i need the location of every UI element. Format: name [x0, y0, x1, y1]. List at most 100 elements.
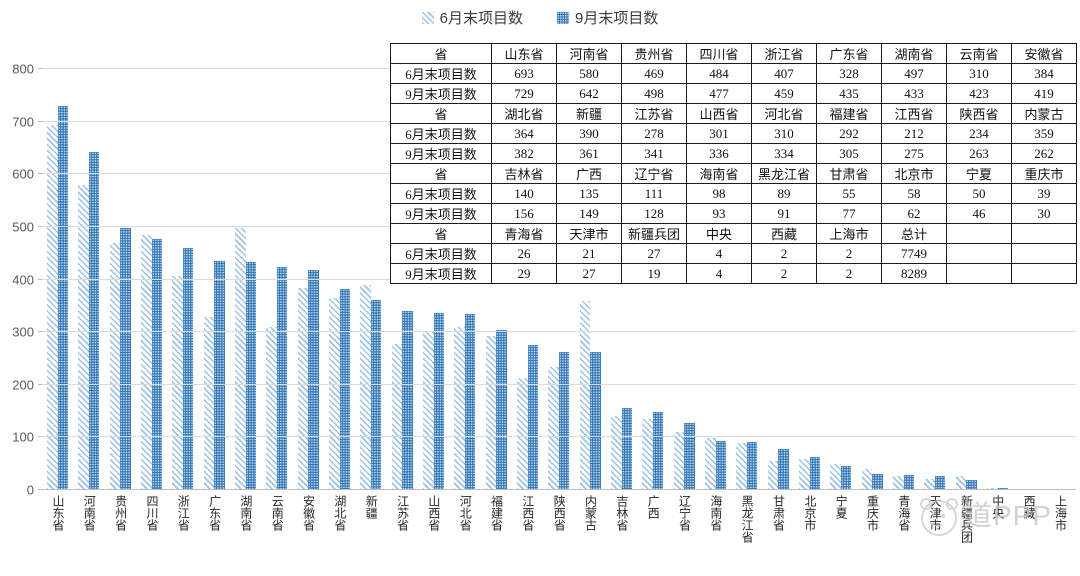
table-value-cell: 93 [686, 203, 752, 224]
september-bar [464, 314, 476, 490]
x-axis-category-text: 江西省 [520, 495, 535, 531]
x-axis-category-label: 浙江省 [167, 495, 198, 543]
table-value-cell: 27 [621, 243, 687, 264]
table-value-cell: 7749 [881, 243, 947, 264]
y-axis-tick [38, 278, 42, 280]
table-value-cell: 2 [751, 263, 817, 284]
bar-group [543, 69, 574, 490]
table-value-cell: 新疆兵团 [621, 223, 687, 244]
x-axis-category-text: 福建省 [489, 495, 504, 531]
table-value-cell: 390 [556, 123, 622, 144]
june-bar [141, 235, 152, 490]
september-bar [402, 310, 413, 490]
table-row: 9月末项目数 382 361 341 336 334 305 275 263 262 [390, 143, 1077, 164]
table-row-header-cell: 省 [390, 163, 492, 184]
september-bar [684, 422, 695, 490]
table-value-cell: 河北省 [751, 103, 817, 124]
table-value-cell: 263 [946, 143, 1012, 164]
table-value-cell: 334 [751, 143, 817, 164]
table-value-cell: 278 [621, 123, 687, 144]
table-value-cell: 423 [946, 83, 1012, 104]
table-row: 省青海省 天津市 新疆兵团 中央 西藏 上海市 总计 [390, 223, 1077, 244]
september-bar [370, 300, 382, 490]
bar-group [355, 69, 386, 490]
x-axis-category-label: 吉林省 [606, 495, 637, 543]
table-value-cell [946, 223, 1012, 244]
table-value-cell: 辽宁省 [621, 163, 687, 184]
table-value-cell: 361 [556, 143, 622, 164]
june-bar [799, 459, 810, 490]
x-axis-category-text: 辽宁省 [677, 495, 692, 531]
x-axis-category-text: 黑龙江省 [740, 495, 755, 543]
table-row: 9月末项目数 156 149 128 93 91 77 62 46 30 [390, 203, 1077, 224]
june-bar [391, 343, 403, 490]
x-axis-category-label: 新疆 [355, 495, 386, 543]
x-axis-category-text: 湖南省 [238, 495, 253, 531]
x-axis-category-label: 河南省 [73, 495, 104, 543]
bar-group [73, 69, 104, 490]
september-bar [88, 152, 100, 490]
table-value-cell: 459 [751, 83, 817, 104]
x-axis-category-label: 福建省 [481, 495, 512, 543]
june-bar [485, 336, 497, 490]
table-value-cell: 580 [556, 63, 622, 84]
september-bar [558, 351, 570, 490]
table-row-header-cell: 9月末项目数 [390, 143, 492, 164]
bar-group [261, 69, 292, 490]
september-bar [590, 352, 601, 490]
table-row: 省吉林省 广西 辽宁省 海南省 黑龙江省 甘肃省 北京市 宁夏 重庆市 [390, 163, 1077, 184]
september-bar [120, 227, 131, 490]
table-value-cell: 359 [1011, 123, 1077, 144]
june-series-swatch-icon [421, 11, 434, 24]
legend-item-september: 9月末项目数 [557, 7, 658, 28]
table-value-cell: 435 [816, 83, 882, 104]
x-axis-category-text: 西藏 [1022, 495, 1037, 519]
june-bar [47, 125, 58, 490]
june-bar [78, 184, 89, 490]
september-bar [840, 465, 852, 490]
table-row: 9月末项目数 29 27 19 4 2 2 8289 [390, 263, 1077, 284]
x-axis-category-label: 湖北省 [324, 495, 355, 543]
x-axis-category-label: 陕西省 [543, 495, 574, 543]
june-bar [235, 228, 246, 490]
bar-group [982, 69, 1013, 490]
x-axis-category-text: 浙江省 [176, 495, 191, 531]
y-axis-tick-label: 400 [12, 272, 34, 287]
june-bar [642, 418, 653, 490]
x-axis-category-text: 广西 [646, 495, 661, 519]
june-bar [861, 469, 873, 490]
table-value-cell [1011, 243, 1077, 264]
table-value-cell: 234 [946, 123, 1012, 144]
september-bar [276, 267, 288, 490]
x-axis-category-text: 内蒙古 [583, 495, 598, 531]
table-row-header-cell: 6月末项目数 [390, 123, 492, 144]
x-axis-category-label: 重庆市 [857, 495, 888, 543]
bar-group [669, 69, 700, 490]
september-bar [872, 474, 883, 490]
x-axis-category-text: 甘肃省 [771, 495, 786, 531]
september-bar [778, 449, 789, 490]
june-bar [454, 326, 465, 490]
june-bar [423, 331, 434, 490]
x-axis-category-label: 湖南省 [230, 495, 261, 543]
x-axis-category-text: 宁夏 [834, 495, 849, 519]
bar-group [763, 69, 794, 490]
y-axis-tick-label: 700 [12, 114, 34, 130]
chart-legend: 6月末项目数 9月末项目数 [0, 7, 1080, 28]
table-row-header-cell: 6月末项目数 [390, 243, 492, 264]
june-bar [830, 463, 841, 490]
june-bar [579, 301, 591, 490]
table-value-cell: 陕西省 [946, 103, 1012, 124]
september-bar [715, 441, 727, 490]
x-axis-category-label: 新疆兵团 [951, 495, 982, 543]
table-row-header-cell: 9月末项目数 [390, 203, 492, 224]
x-axis-category-text: 广东省 [207, 495, 222, 531]
bar-group [230, 69, 261, 490]
june-bar [203, 317, 215, 490]
x-axis-line [42, 489, 1076, 490]
table-value-cell: 140 [491, 183, 557, 204]
table-row: 省山东省 河南省 贵州省 四川省 浙江省 广东省 湖南省 云南省 安徽省 [390, 43, 1077, 64]
table-value-cell: 海南省 [686, 163, 752, 184]
x-axis-category-label: 贵州省 [105, 495, 136, 543]
